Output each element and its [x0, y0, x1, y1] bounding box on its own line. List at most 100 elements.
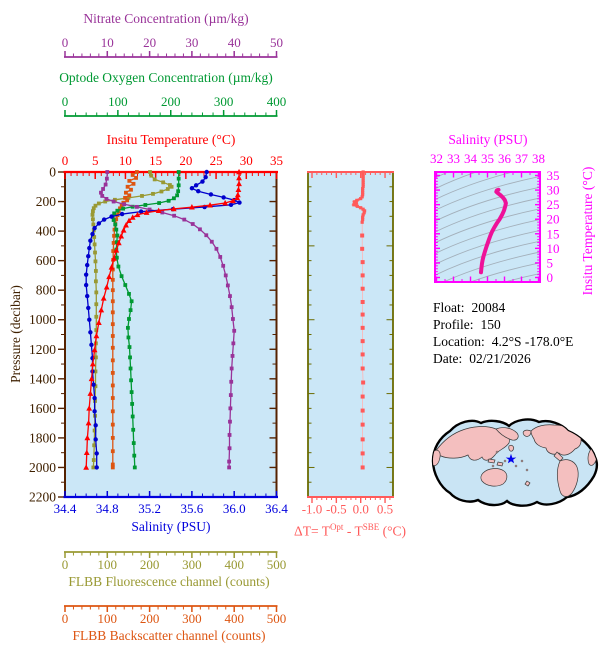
float-info-row: Float: 20084: [433, 301, 573, 318]
svg-text:36.0: 36.0: [223, 501, 246, 516]
ts-salinity-title: Salinity (PSU): [448, 132, 528, 147]
svg-text:1600: 1600: [29, 401, 56, 416]
svg-text:-0.5: -0.5: [326, 502, 347, 517]
svg-text:50: 50: [270, 35, 283, 50]
svg-text:800: 800: [36, 283, 57, 298]
svg-text:400: 400: [224, 557, 244, 572]
series-oxygen: [110, 170, 181, 470]
nitrate-axis-title: Nitrate Concentration (µm/kg): [83, 11, 249, 26]
backscatter-axis: 0 100 200 300 400 500: [62, 605, 287, 626]
svg-text:36: 36: [498, 151, 512, 166]
svg-text:1400: 1400: [29, 371, 56, 386]
svg-text:200: 200: [36, 194, 57, 209]
svg-text:1200: 1200: [29, 342, 56, 357]
svg-text:32: 32: [430, 151, 443, 166]
svg-text:300: 300: [182, 557, 202, 572]
svg-text:0: 0: [62, 557, 69, 572]
oxygen-axis: 0 100 200 300 400: [62, 94, 287, 117]
delta-panel: -1.0 -0.5 0.0 0.5: [302, 170, 394, 517]
svg-text:30: 30: [185, 35, 198, 50]
svg-text:400: 400: [267, 94, 287, 109]
delta-t-axis-title: ΔT= TOpt - TSBE (°C): [294, 522, 406, 539]
svg-text:20: 20: [179, 153, 192, 168]
svg-text:2200: 2200: [29, 490, 56, 505]
svg-text:34.8: 34.8: [96, 501, 119, 516]
svg-text:33: 33: [447, 151, 460, 166]
svg-text:15: 15: [547, 226, 560, 241]
svg-text:35: 35: [547, 168, 560, 183]
svg-text:37: 37: [515, 151, 529, 166]
svg-text:5: 5: [547, 255, 554, 270]
svg-text:10: 10: [119, 153, 132, 168]
float-info: Float: 20084 Profile: 150 Location: 4.2°S -17…: [433, 301, 573, 369]
float-info-label: Profile:: [433, 317, 474, 332]
svg-text:1000: 1000: [29, 312, 56, 327]
svg-text:5: 5: [92, 153, 99, 168]
svg-text:0: 0: [62, 94, 69, 109]
svg-text:25: 25: [210, 153, 223, 168]
svg-text:500: 500: [267, 611, 287, 626]
svg-text:0: 0: [62, 35, 69, 50]
svg-text:-1.0: -1.0: [302, 502, 323, 517]
svg-text:2000: 2000: [29, 460, 56, 475]
series-temperature: [83, 168, 242, 470]
temperature-axis-title: Insitu Temperature (°C): [106, 132, 236, 147]
svg-text:0: 0: [62, 611, 69, 626]
svg-text:200: 200: [161, 94, 181, 109]
svg-text:200: 200: [140, 611, 160, 626]
float-info-row: Location: 4.2°S -178.0°E: [433, 335, 573, 352]
float-info-row: Profile: 150: [433, 318, 573, 335]
svg-text:38: 38: [532, 151, 545, 166]
svg-text:300: 300: [214, 94, 234, 109]
svg-text:100: 100: [98, 557, 118, 572]
svg-text:0.5: 0.5: [377, 502, 393, 517]
series-nitrate: [99, 170, 237, 470]
ts-curve: [479, 187, 508, 275]
svg-text:1800: 1800: [29, 430, 56, 445]
svg-text:15: 15: [149, 153, 162, 168]
fluorescence-axis: 0 100 200 300 400 500: [62, 551, 287, 572]
float-location-star: [505, 453, 517, 464]
float-info-value: 02/21/2026: [469, 351, 531, 366]
oxygen-axis-title: Optode Oxygen Concentration (µm/kg): [59, 70, 273, 85]
float-info-label: Date:: [433, 351, 463, 366]
svg-text:100: 100: [98, 611, 118, 626]
svg-text:35.6: 35.6: [181, 501, 204, 516]
svg-text:0: 0: [547, 270, 554, 285]
ts-temperature-title: Insitu Temperature (°C): [580, 166, 595, 296]
svg-text:35: 35: [481, 151, 494, 166]
salinity-axis-title: Salinity (PSU): [131, 519, 211, 534]
float-info-label: Float:: [433, 300, 465, 315]
float-info-label: Location:: [433, 334, 485, 349]
svg-text:10: 10: [101, 35, 114, 50]
float-info-value: 20084: [471, 300, 506, 315]
float-info-value: 4.2°S -178.0°E: [491, 334, 574, 349]
float-info-value: 150: [480, 317, 501, 332]
svg-text:35.2: 35.2: [138, 501, 161, 516]
svg-text:34.4: 34.4: [54, 501, 77, 516]
svg-text:34: 34: [464, 151, 478, 166]
svg-text:0.0: 0.0: [353, 502, 369, 517]
svg-text:36.4: 36.4: [265, 501, 288, 516]
float-info-row: Date: 02/21/2026: [433, 352, 573, 369]
svg-text:35: 35: [270, 153, 283, 168]
svg-text:10: 10: [547, 241, 560, 256]
svg-text:0: 0: [49, 165, 56, 180]
svg-text:300: 300: [182, 611, 202, 626]
svg-text:20: 20: [143, 35, 156, 50]
svg-text:200: 200: [140, 557, 160, 572]
svg-text:500: 500: [267, 557, 287, 572]
svg-text:100: 100: [108, 94, 128, 109]
svg-text:400: 400: [224, 611, 244, 626]
svg-text:400: 400: [36, 224, 57, 239]
fluorescence-axis-title: FLBB Fluorescence channel (counts): [68, 574, 270, 589]
world-map: [431, 418, 598, 507]
svg-text:30: 30: [240, 153, 253, 168]
svg-text:30: 30: [547, 183, 560, 198]
svg-text:0: 0: [62, 153, 69, 168]
svg-text:25: 25: [547, 197, 560, 212]
svg-text:600: 600: [36, 253, 57, 268]
